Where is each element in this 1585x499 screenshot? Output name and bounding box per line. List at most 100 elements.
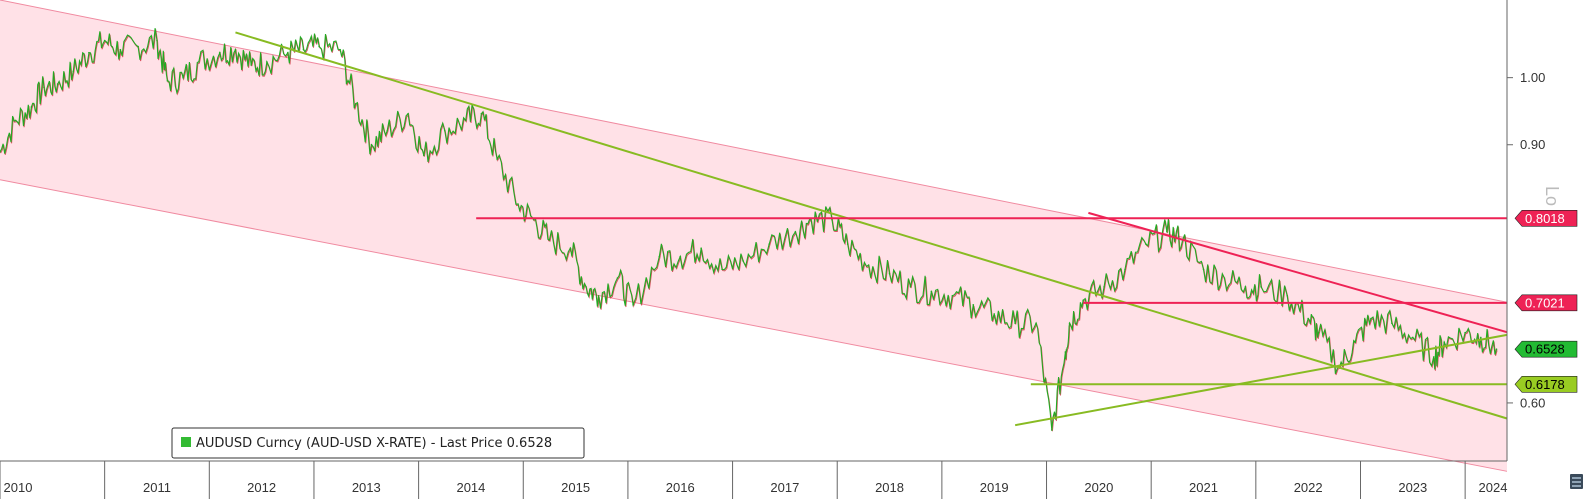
data-point xyxy=(1244,286,1247,288)
data-point xyxy=(250,64,252,66)
data-point xyxy=(1286,294,1289,297)
x-tick-label: 2010 xyxy=(4,480,33,495)
data-point xyxy=(1166,230,1168,233)
data-point xyxy=(1354,341,1357,344)
x-tick-label: 2021 xyxy=(1189,480,1218,495)
channel-lower-line xyxy=(0,179,1508,472)
x-tick-label: 2012 xyxy=(247,480,276,495)
x-tick-label: 2023 xyxy=(1398,480,1427,495)
data-point xyxy=(846,243,849,245)
data-point xyxy=(302,48,305,51)
data-point xyxy=(1432,356,1435,358)
data-point xyxy=(43,86,45,89)
chart-settings-icon[interactable] xyxy=(1570,474,1583,489)
data-point xyxy=(464,119,467,122)
x-tick-label: 2017 xyxy=(770,480,799,495)
data-point xyxy=(386,129,389,132)
data-point xyxy=(569,247,572,250)
data-point xyxy=(597,294,600,297)
data-point xyxy=(1068,322,1071,325)
data-point xyxy=(742,260,744,262)
legend-box xyxy=(171,427,585,459)
x-tick-label: 2024 xyxy=(1479,480,1508,495)
price-tag xyxy=(1514,294,1578,312)
data-point xyxy=(548,239,551,241)
x-axis-ticks: 2010 2011 2012 2013 2014 2015 2016 2017 2018 2019… xyxy=(0,461,1507,499)
data-point xyxy=(1464,331,1466,334)
y-tick-label: 0.90 xyxy=(1520,137,1545,152)
data-point xyxy=(679,255,682,258)
price-tag xyxy=(1514,376,1578,393)
data-point xyxy=(1082,299,1084,302)
data-point xyxy=(234,48,237,51)
legend-label: AUDUSD Curncy (AUD-USD X-RATE) - Last Pr… xyxy=(196,436,552,451)
data-point xyxy=(156,39,158,42)
channel-upper-line xyxy=(0,0,1508,303)
data-point xyxy=(166,80,169,82)
data-point xyxy=(700,247,702,250)
data-point xyxy=(532,218,535,221)
data-point xyxy=(951,294,954,297)
x-tick-label: 2019 xyxy=(980,480,1009,495)
x-tick-label: 2022 xyxy=(1294,480,1323,495)
x-tick-label: 2015 xyxy=(561,480,590,495)
price-tag xyxy=(1514,340,1578,358)
data-point xyxy=(517,203,519,205)
x-tick-label: 2016 xyxy=(666,480,695,495)
data-point xyxy=(370,143,373,146)
trend-lines xyxy=(235,31,1508,427)
data-point xyxy=(632,303,634,306)
data-point xyxy=(1412,336,1414,339)
legend-swatch xyxy=(181,437,191,447)
data-point xyxy=(1260,286,1262,288)
data-point xyxy=(407,112,409,115)
x-tick-label: 2018 xyxy=(875,480,904,495)
data-point xyxy=(1064,351,1067,353)
data-point xyxy=(103,39,106,42)
data-point xyxy=(0,151,1,153)
data-point xyxy=(1124,268,1126,271)
data-point xyxy=(1202,268,1205,271)
price-tag-label: 0.8018 xyxy=(1525,211,1565,226)
data-point xyxy=(1145,243,1147,245)
y-tick-label: 1.00 xyxy=(1520,70,1545,85)
data-point xyxy=(831,218,833,221)
scale-label: Lo xyxy=(1542,186,1562,206)
data-point xyxy=(909,286,912,288)
data-point xyxy=(1050,429,1053,431)
data-point xyxy=(1014,322,1016,325)
trend-line xyxy=(235,31,1508,420)
data-point xyxy=(867,264,870,266)
price-tag-label: 0.7021 xyxy=(1525,295,1565,310)
data-point xyxy=(339,48,341,51)
data-point xyxy=(137,45,139,48)
data-point xyxy=(810,218,812,221)
price-tag-label: 0.6178 xyxy=(1525,377,1565,392)
x-tick-label: 2014 xyxy=(456,480,485,495)
channel-band xyxy=(0,0,1507,472)
price-tags: 0.8018 0.7021 0.6528 0.6178 xyxy=(1514,210,1578,393)
data-point xyxy=(1317,331,1320,334)
data-point xyxy=(1480,336,1482,339)
data-point xyxy=(888,272,891,275)
data-point xyxy=(585,286,587,288)
data-point xyxy=(1223,277,1226,279)
data-point xyxy=(318,45,320,48)
data-point xyxy=(119,48,122,51)
data-point xyxy=(1103,286,1105,288)
data-point xyxy=(30,106,33,108)
data-point xyxy=(1307,317,1309,320)
data-point xyxy=(1391,322,1393,325)
data-point xyxy=(355,102,357,105)
data-point xyxy=(286,51,289,54)
price-tag-label: 0.6528 xyxy=(1525,342,1565,357)
data-point xyxy=(616,277,619,279)
level-lines xyxy=(476,217,1507,304)
data-point xyxy=(182,76,184,79)
data-point xyxy=(1443,341,1446,344)
data-point xyxy=(794,230,797,233)
data-point xyxy=(1495,348,1498,351)
x-tick-label: 2020 xyxy=(1084,480,1113,495)
y-tick-label: 0.60 xyxy=(1520,395,1545,410)
